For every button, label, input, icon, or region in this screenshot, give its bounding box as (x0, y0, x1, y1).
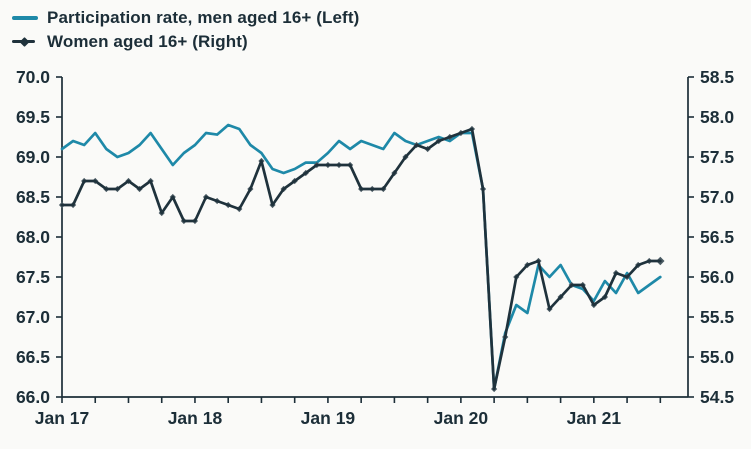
x-axis-label: Jan 19 (301, 408, 356, 428)
right-axis-tick-label: 57.0 (700, 187, 734, 207)
left-axis-tick-label: 66.5 (16, 347, 50, 367)
left-axis-tick-label: 69.0 (16, 147, 50, 167)
legend-label-women: Women aged 16+ (Right) (47, 31, 248, 51)
left-axis-tick-label: 66.0 (16, 387, 50, 407)
men-participation-line (60, 123, 662, 391)
right-axis-tick-label: 55.5 (700, 307, 734, 327)
left-axis-tick-label: 69.5 (16, 107, 50, 127)
x-axis-label: Jan 18 (168, 408, 223, 428)
right-axis-tick-label: 58.0 (700, 107, 734, 127)
legend-item-men: Participation rate, men aged 16+ (Left) (12, 6, 359, 29)
right-axis-tick-label: 54.5 (700, 387, 734, 407)
legend-item-women: Women aged 16+ (Right) (12, 30, 359, 53)
women-participation-line (60, 127, 662, 391)
men-line-swatch-icon (12, 15, 39, 20)
left-axis-tick-label: 67.0 (16, 307, 50, 327)
left-axis-tick-label: 68.0 (16, 227, 50, 247)
right-axis-tick-label: 56.0 (700, 267, 734, 287)
chart-legend: Participation rate, men aged 16+ (Left) … (12, 6, 359, 53)
right-axis-tick-label: 58.5 (700, 67, 734, 87)
x-axis-label: Jan 20 (434, 408, 489, 428)
right-axis-tick-label: 55.0 (700, 347, 734, 367)
legend-label-men: Participation rate, men aged 16+ (Left) (47, 7, 360, 27)
left-axis-tick-label: 68.5 (16, 187, 50, 207)
x-axis-label: Jan 17 (35, 408, 89, 428)
x-axis-label: Jan 21 (567, 408, 622, 428)
left-axis-tick-label: 70.0 (16, 67, 50, 87)
women-line-swatch-icon (12, 36, 39, 47)
right-axis-tick-label: 57.5 (700, 147, 734, 167)
right-axis-tick-label: 56.5 (700, 227, 734, 247)
left-axis-tick-label: 67.5 (16, 267, 50, 287)
